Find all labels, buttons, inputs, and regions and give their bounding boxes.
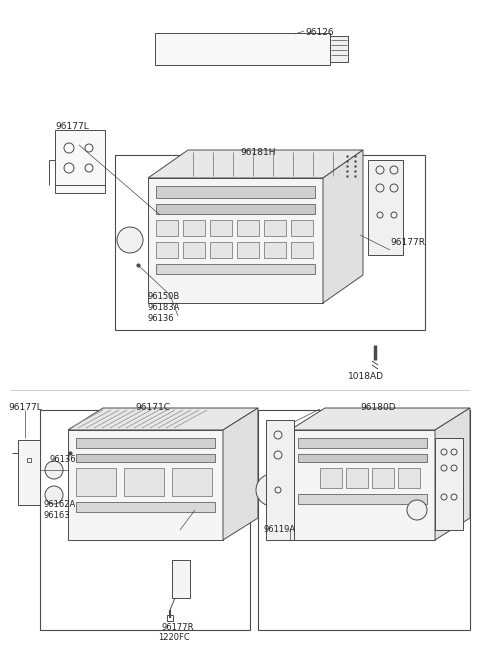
Text: 96177L: 96177L bbox=[8, 403, 42, 412]
Bar bbox=[76, 454, 215, 462]
Bar bbox=[237, 220, 259, 236]
Bar bbox=[368, 160, 403, 255]
Circle shape bbox=[45, 486, 63, 504]
Bar bbox=[291, 242, 313, 258]
Bar bbox=[40, 410, 250, 630]
Bar bbox=[210, 242, 232, 258]
Text: 96136: 96136 bbox=[148, 314, 175, 323]
Text: 96163: 96163 bbox=[43, 511, 70, 520]
Text: 96181H: 96181H bbox=[240, 148, 276, 157]
Bar bbox=[55, 130, 105, 185]
Bar bbox=[435, 438, 463, 530]
Text: 96171C: 96171C bbox=[135, 403, 170, 412]
Bar bbox=[156, 242, 178, 258]
Bar bbox=[18, 440, 40, 505]
Bar bbox=[291, 220, 313, 236]
Circle shape bbox=[45, 461, 63, 479]
Bar bbox=[172, 468, 212, 496]
Polygon shape bbox=[223, 408, 258, 540]
Polygon shape bbox=[290, 408, 470, 430]
Text: 1220FC: 1220FC bbox=[158, 633, 190, 642]
Text: 96162A: 96162A bbox=[43, 500, 75, 509]
Bar bbox=[237, 242, 259, 258]
Bar bbox=[156, 220, 178, 236]
Bar bbox=[258, 410, 470, 630]
Circle shape bbox=[407, 500, 427, 520]
Bar bbox=[172, 560, 190, 598]
Bar bbox=[290, 430, 435, 540]
Bar bbox=[298, 454, 427, 462]
Circle shape bbox=[256, 474, 288, 506]
Bar bbox=[266, 420, 294, 540]
Bar bbox=[156, 204, 315, 214]
Bar bbox=[346, 468, 368, 488]
Polygon shape bbox=[435, 408, 470, 540]
Text: 1018AD: 1018AD bbox=[348, 372, 384, 381]
Bar bbox=[76, 438, 215, 448]
Text: 96119A: 96119A bbox=[263, 525, 295, 534]
Bar bbox=[183, 242, 205, 258]
Bar bbox=[115, 155, 425, 330]
Text: 96177L: 96177L bbox=[55, 122, 89, 131]
Bar bbox=[320, 468, 342, 488]
Polygon shape bbox=[68, 408, 258, 430]
Polygon shape bbox=[323, 150, 363, 303]
Bar bbox=[155, 33, 330, 65]
Polygon shape bbox=[148, 150, 363, 178]
Bar bbox=[55, 185, 105, 193]
Bar bbox=[124, 468, 164, 496]
Text: 96183A: 96183A bbox=[148, 303, 180, 312]
Bar bbox=[372, 468, 394, 488]
Bar bbox=[148, 178, 323, 303]
Bar bbox=[298, 438, 427, 448]
Text: 96180D: 96180D bbox=[360, 403, 396, 412]
Bar bbox=[330, 36, 348, 62]
Text: 96150B: 96150B bbox=[148, 292, 180, 301]
Bar bbox=[398, 468, 420, 488]
Text: 96136: 96136 bbox=[50, 455, 77, 464]
Text: 96177R: 96177R bbox=[162, 623, 194, 632]
Bar bbox=[76, 468, 116, 496]
Bar bbox=[68, 430, 223, 540]
Bar bbox=[264, 242, 286, 258]
Circle shape bbox=[117, 227, 143, 253]
Bar bbox=[298, 494, 427, 504]
Text: 96126: 96126 bbox=[305, 28, 334, 37]
Text: 96177R: 96177R bbox=[390, 238, 425, 247]
Bar bbox=[156, 264, 315, 274]
Bar bbox=[210, 220, 232, 236]
Bar bbox=[76, 502, 215, 512]
Bar bbox=[183, 220, 205, 236]
Bar bbox=[264, 220, 286, 236]
Bar bbox=[156, 186, 315, 198]
